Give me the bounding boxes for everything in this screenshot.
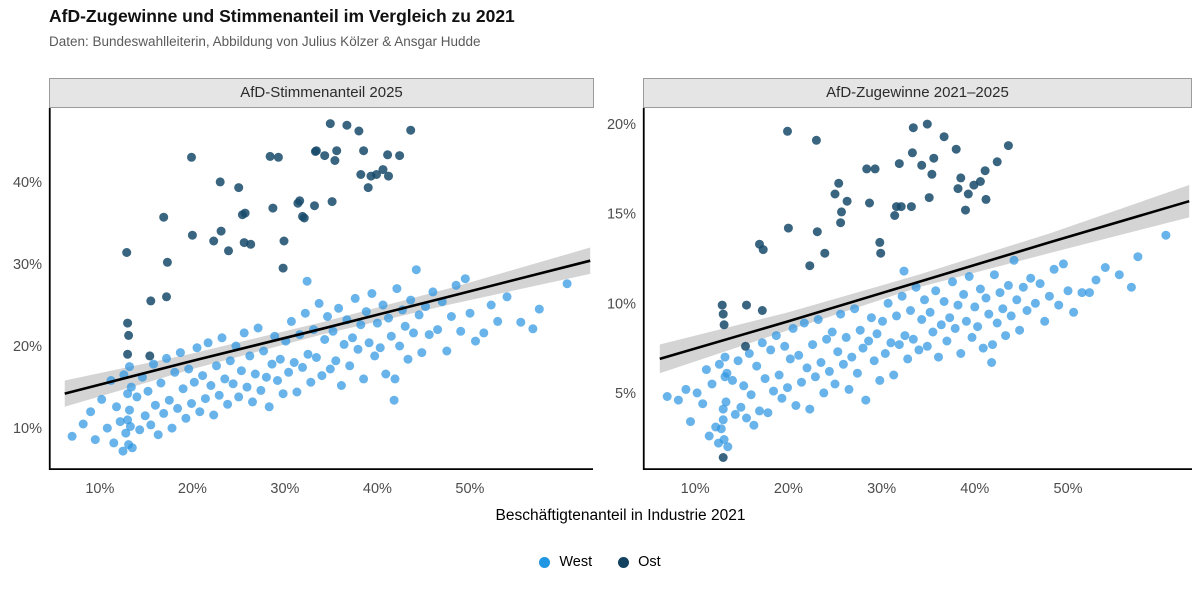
legend-item-ost: Ost [618, 554, 661, 570]
svg-text:5%: 5% [615, 386, 636, 402]
svg-text:10%: 10% [85, 481, 114, 497]
legend-label-west: West [559, 554, 593, 570]
svg-text:30%: 30% [270, 481, 299, 497]
svg-text:10%: 10% [607, 296, 636, 312]
page-subtitle: Daten: Bundeswahlleiterin, Abbildung von… [49, 34, 481, 49]
ost-dot-icon [618, 556, 630, 568]
svg-text:10%: 10% [13, 421, 42, 437]
page-title: AfD-Zugewinne und Stimmenanteil im Vergl… [49, 6, 515, 26]
x-axis-label: Beschäftigtenanteil in Industrie 2021 [495, 507, 746, 524]
svg-text:40%: 40% [13, 175, 42, 191]
svg-text:10%: 10% [681, 481, 710, 497]
legend: West Ost [0, 554, 1200, 570]
svg-text:20%: 20% [13, 339, 42, 355]
svg-text:40%: 40% [960, 481, 989, 497]
svg-text:20%: 20% [178, 481, 207, 497]
svg-text:50%: 50% [455, 481, 484, 497]
svg-text:30%: 30% [13, 257, 42, 273]
legend-item-west: West [539, 554, 592, 570]
svg-text:50%: 50% [1054, 481, 1083, 497]
svg-text:40%: 40% [363, 481, 392, 497]
legend-label-ost: Ost [638, 554, 661, 570]
svg-text:20%: 20% [774, 481, 803, 497]
scatter-panel-left: 10% 20% 30% 40% 50% 10% 20% 30% 40% [13, 108, 593, 497]
facet-strip-left: AfD-Stimmenanteil 2025 [49, 78, 594, 108]
scatter-panel-right: 10% 20% 30% 40% 50% 5% 10% 15% 20% [607, 108, 1192, 497]
svg-text:20%: 20% [607, 117, 636, 133]
svg-text:15%: 15% [607, 207, 636, 223]
facet-strip-right: AfD-Zugewinne 2021–2025 [643, 78, 1192, 108]
svg-text:30%: 30% [867, 481, 896, 497]
west-dot-icon [539, 556, 551, 568]
